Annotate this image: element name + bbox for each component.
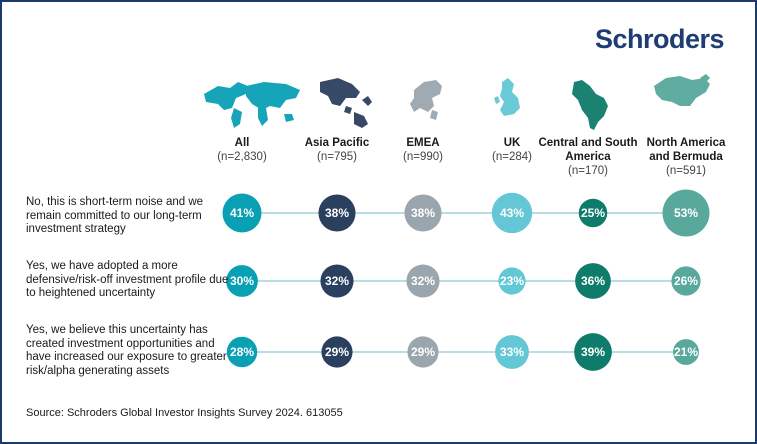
bubble [575,263,611,299]
bubble-value-label: 41% [230,206,254,220]
bubble [671,266,701,296]
region-header-emea: EMEA (n=990) [368,136,478,164]
bubble [662,189,710,237]
region-header-all: All (n=2,830) [187,136,297,164]
world-map-icon [204,82,300,128]
bubble [321,336,353,368]
bubble-value-label: 39% [581,345,605,359]
bubble-value-label: 26% [674,274,698,288]
region-name: North America and Bermuda [646,137,726,163]
bubble-value-label: 32% [411,274,435,288]
row-label-increased-risk: Yes, we believe this uncertainty has cre… [26,324,227,377]
bubble [226,265,258,297]
bubble [498,267,526,295]
row-label-defensive-profile: Yes, we have adopted a more defensive/ri… [26,260,229,299]
region-sample-size: (n=591) [666,165,706,177]
region-sample-size: (n=170) [568,165,608,177]
region-sample-size: (n=2,830) [217,151,267,163]
bubble-value-label: 30% [230,274,254,288]
bubble [578,198,608,228]
region-header-asia-pacific: Asia Pacific (n=795) [282,136,392,164]
region-name: All [234,137,250,149]
bubble-value-label: 38% [411,206,435,220]
bubble-value-label: 36% [581,274,605,288]
bubble-value-label: 25% [581,206,605,220]
asia-pacific-map-icon [320,78,372,128]
bubble [226,336,258,368]
bubble [318,194,356,232]
bubble [574,333,612,371]
bubble-value-label: 21% [674,345,698,359]
bubble [407,336,439,368]
source-note: Source: Schroders Global Investor Insigh… [26,407,343,419]
region-header-uk: UK (n=284) [457,136,567,164]
bubble-value-label: 32% [325,274,349,288]
bubble-value-label: 53% [674,206,698,220]
bubble-value-label: 29% [411,345,435,359]
bubble [404,194,442,232]
bubble [495,335,529,369]
row-label-short-term-noise: No, this is short-term noise and we rema… [26,196,204,235]
bubble [406,264,440,298]
bubble-value-label: 28% [230,345,254,359]
region-name: Asia Pacific [304,137,370,149]
north-america-map-icon [654,74,710,106]
bubble-value-label: 43% [500,206,524,220]
bubble-value-label: 38% [325,206,349,220]
region-sample-size: (n=795) [317,151,357,163]
bubble [491,192,533,234]
region-name: UK [503,137,521,149]
bubble [673,339,699,365]
region-sample-size: (n=284) [492,151,532,163]
brand-logo: Schroders [595,24,725,54]
region-name: EMEA [406,137,440,149]
region-name: Central and South America [538,137,638,163]
bubble-value-label: 33% [500,345,524,359]
region-header-central-south-america: Central and South America (n=170) [538,136,638,178]
uk-map-icon [494,78,520,116]
emea-map-icon [410,80,442,120]
region-header-north-america: North America and Bermuda (n=591) [638,136,734,178]
region-sample-size: (n=990) [403,151,443,163]
bubble-value-label: 29% [325,345,349,359]
bubble [320,264,354,298]
bubble-value-label: 23% [500,274,524,288]
bubble [222,193,262,233]
central-south-america-map-icon [572,80,608,130]
